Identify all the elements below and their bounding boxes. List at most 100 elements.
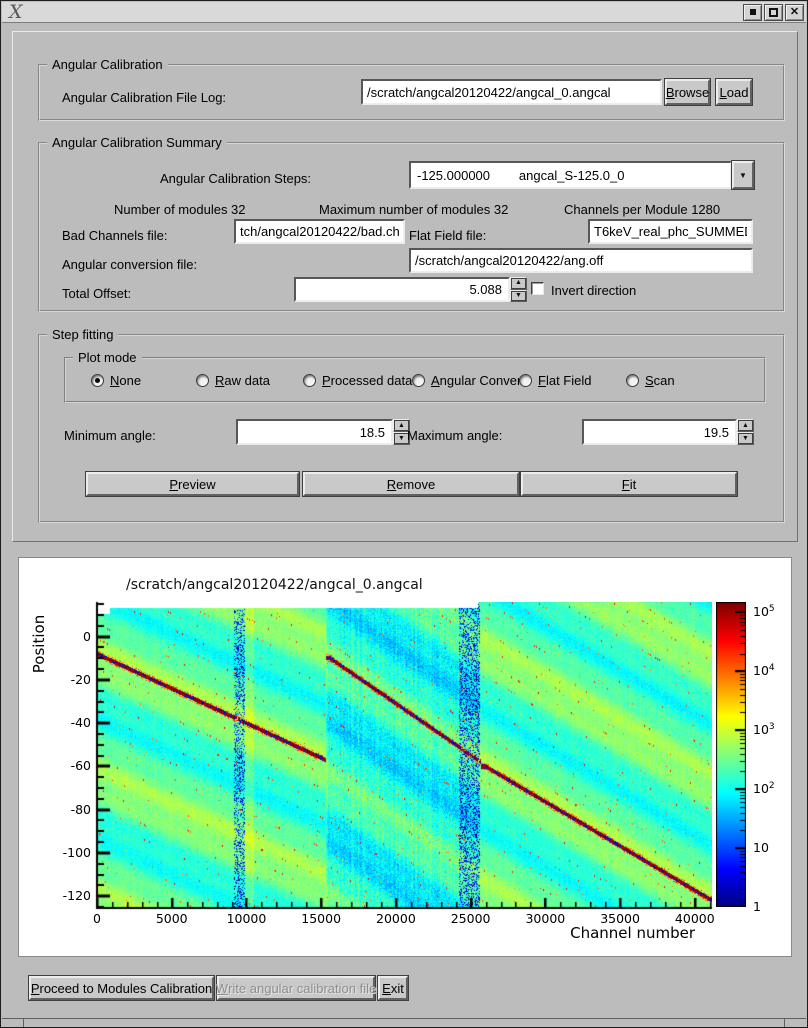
x-tick-label: 0 bbox=[93, 911, 101, 926]
spin-down-icon[interactable]: ▼ bbox=[510, 289, 527, 302]
window-resize-frame[interactable] bbox=[2, 1018, 806, 1027]
file-log-label: Angular Calibration File Log: bbox=[62, 90, 227, 105]
radio-icon bbox=[196, 374, 209, 387]
angular-conversion-input[interactable] bbox=[409, 248, 753, 273]
x-tick-label: 20000 bbox=[376, 911, 416, 926]
x-tick-label: 40000 bbox=[674, 911, 715, 926]
spin-down-icon[interactable]: ▼ bbox=[737, 432, 754, 445]
steps-label: Angular Calibration Steps: bbox=[160, 171, 312, 186]
radio-label-flat-field: Flat Field bbox=[538, 373, 592, 388]
radio-icon bbox=[91, 374, 104, 387]
total-offset-label: Total Offset: bbox=[62, 286, 132, 301]
x11-logo-icon: X bbox=[9, 1, 23, 23]
maximize-button[interactable] bbox=[764, 3, 783, 21]
colorbar-tick-label: 10 bbox=[753, 840, 769, 856]
plot-mode-radio-scan[interactable]: Scan bbox=[626, 373, 675, 388]
radio-label-scan: Scan bbox=[645, 373, 675, 388]
x-axis-label: Channel number bbox=[570, 924, 695, 942]
summary-group-label: Angular Calibration Summary bbox=[47, 135, 227, 150]
angular-calibration-group-label: Angular Calibration bbox=[47, 57, 168, 72]
num-modules-label: Number of modules 32 bbox=[114, 202, 246, 217]
y-axis-label: Position bbox=[30, 614, 48, 674]
channels-per-module-label: Channels per Module 1280 bbox=[564, 202, 721, 217]
radio-icon bbox=[626, 374, 639, 387]
heatmap-canvas bbox=[97, 602, 712, 907]
radio-icon bbox=[412, 374, 425, 387]
spin-up-icon[interactable]: ▲ bbox=[737, 419, 754, 432]
maximize-icon bbox=[769, 7, 778, 17]
flat-field-input[interactable] bbox=[588, 219, 753, 244]
minimize-button[interactable] bbox=[743, 3, 762, 21]
colorbar-canvas bbox=[716, 602, 746, 907]
colorbar-tick-label: 103 bbox=[753, 722, 775, 738]
plot-mode-radio-raw-data[interactable]: Raw data bbox=[196, 373, 270, 388]
step-fitting-group-label: Step fitting bbox=[47, 327, 119, 342]
close-button[interactable]: ✕ bbox=[785, 3, 804, 21]
calibration-steps-dropdown[interactable]: -125.000000 angcal_S-125.0_0 ▼ bbox=[409, 161, 754, 189]
spin-up-icon[interactable]: ▲ bbox=[510, 277, 527, 290]
y-tick-label: -100 bbox=[62, 844, 91, 860]
calibration-form-panel: Angular Calibration Angular Calibration … bbox=[12, 31, 798, 542]
minimum-angle-label: Minimum angle: bbox=[64, 428, 156, 443]
bad-channels-label: Bad Channels file: bbox=[62, 228, 168, 243]
x-tick-label: 30000 bbox=[525, 911, 566, 926]
radio-label-angular-conversion: Angular Conver bbox=[431, 373, 522, 388]
colorbar-tick-label: 1 bbox=[753, 899, 761, 914]
x-tick-label: 10000 bbox=[226, 911, 267, 926]
colorbar-tick-label: 105 bbox=[753, 604, 775, 620]
plot-mode-radio-angular-conversion[interactable]: Angular Conver bbox=[412, 373, 521, 388]
titlebar[interactable]: X ✕ bbox=[2, 2, 806, 23]
y-tick-label: -60 bbox=[70, 758, 91, 774]
maximum-angle-input[interactable] bbox=[582, 419, 737, 445]
x-tick-label: 35000 bbox=[600, 911, 640, 926]
plot-title: /scratch/angcal20120422/angcal_0.angcal bbox=[126, 577, 423, 593]
plot-mode-group-label: Plot mode bbox=[73, 350, 142, 365]
radio-label-raw-data: Raw data bbox=[215, 373, 270, 388]
angular-conversion-label: Angular conversion file: bbox=[62, 257, 198, 272]
calibration-plot-panel: /scratch/angcal20120422/angcal_0.angcal … bbox=[18, 557, 793, 958]
invert-direction-checkbox[interactable] bbox=[531, 282, 544, 295]
y-tick-label: -40 bbox=[70, 715, 91, 731]
maximum-angle-stepper: ▲ ▼ bbox=[737, 419, 754, 445]
maximum-angle-label: Maximum angle: bbox=[407, 428, 503, 443]
x-tick-label: 25000 bbox=[450, 911, 491, 926]
x-tick-label: 15000 bbox=[301, 911, 342, 926]
bad-channels-input[interactable] bbox=[234, 219, 405, 244]
colorbar-tick-label: 104 bbox=[753, 663, 775, 679]
step-fitting-group: Step fitting Plot mode None Raw data Pro… bbox=[38, 327, 785, 523]
y-tick-label: 0 bbox=[83, 628, 91, 644]
frame-divider bbox=[23, 1019, 24, 1027]
y-tick-label: -20 bbox=[70, 671, 91, 687]
total-offset-stepper: ▲ ▼ bbox=[510, 277, 527, 302]
plot-mode-group: Plot mode None Raw data Processed data A… bbox=[64, 350, 766, 403]
radio-icon bbox=[519, 374, 532, 387]
plot-mode-radio-flat-field[interactable]: Flat Field bbox=[519, 373, 591, 388]
spin-down-icon[interactable]: ▼ bbox=[393, 432, 410, 445]
close-icon: ✕ bbox=[789, 5, 800, 18]
frame-divider bbox=[784, 1019, 785, 1027]
spin-up-icon[interactable]: ▲ bbox=[393, 419, 410, 432]
calibration-file-log-input[interactable] bbox=[361, 79, 662, 105]
minimize-icon bbox=[749, 9, 756, 15]
x-tick-label: 5000 bbox=[155, 911, 188, 926]
colorbar-tick-label: 102 bbox=[753, 781, 775, 797]
total-offset-input[interactable] bbox=[294, 277, 510, 302]
minimum-angle-input[interactable] bbox=[236, 419, 393, 445]
minimum-angle-stepper: ▲ ▼ bbox=[393, 419, 410, 445]
flat-field-label: Flat Field file: bbox=[409, 228, 487, 243]
radio-label-none: None bbox=[110, 373, 142, 388]
plot-mode-radio-processed-data[interactable]: Processed data bbox=[303, 373, 412, 388]
radio-icon bbox=[303, 374, 316, 387]
chevron-down-icon[interactable]: ▼ bbox=[732, 161, 754, 189]
plot-mode-radio-none[interactable]: None bbox=[91, 373, 141, 388]
max-modules-label: Maximum number of modules 32 bbox=[319, 202, 509, 217]
